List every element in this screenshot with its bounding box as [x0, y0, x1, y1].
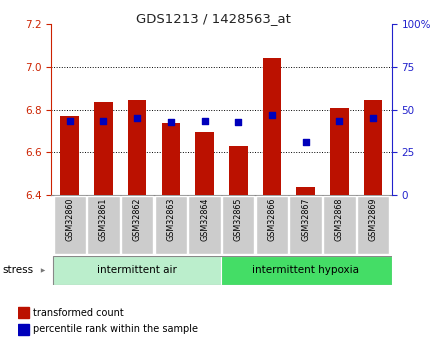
Bar: [296, 187, 315, 195]
Point: [201, 118, 208, 124]
Bar: [263, 58, 281, 195]
FancyBboxPatch shape: [222, 196, 255, 254]
Point: [336, 119, 343, 124]
Text: transformed count: transformed count: [33, 308, 124, 317]
FancyBboxPatch shape: [87, 196, 120, 254]
FancyBboxPatch shape: [155, 196, 187, 254]
Bar: [18, 324, 29, 335]
Bar: [229, 146, 247, 195]
Text: percentile rank within the sample: percentile rank within the sample: [33, 324, 198, 334]
Point: [134, 115, 141, 120]
Bar: [18, 307, 29, 318]
Bar: [61, 116, 79, 195]
Text: GDS1213 / 1428563_at: GDS1213 / 1428563_at: [136, 12, 291, 25]
FancyBboxPatch shape: [53, 196, 86, 254]
FancyBboxPatch shape: [121, 196, 153, 254]
Bar: [53, 256, 221, 285]
Bar: [128, 100, 146, 195]
Point: [66, 119, 73, 124]
Text: intermittent hypoxia: intermittent hypoxia: [252, 266, 359, 275]
Point: [369, 115, 376, 120]
Text: GSM32865: GSM32865: [234, 198, 243, 241]
Text: GSM32866: GSM32866: [267, 198, 276, 241]
Point: [167, 119, 174, 125]
Point: [235, 119, 242, 125]
Bar: [222, 256, 392, 285]
Bar: [162, 124, 180, 195]
Text: intermittent air: intermittent air: [97, 266, 177, 275]
Text: GSM32863: GSM32863: [166, 198, 175, 241]
Bar: [94, 102, 113, 195]
FancyBboxPatch shape: [256, 196, 288, 254]
FancyBboxPatch shape: [357, 196, 389, 254]
Text: GSM32862: GSM32862: [133, 198, 142, 241]
Point: [268, 112, 275, 118]
Text: GSM32861: GSM32861: [99, 198, 108, 241]
Bar: [330, 108, 348, 195]
Point: [302, 139, 309, 145]
Text: GSM32864: GSM32864: [200, 198, 209, 241]
Text: GSM32869: GSM32869: [368, 198, 377, 241]
FancyBboxPatch shape: [323, 196, 356, 254]
FancyBboxPatch shape: [289, 196, 322, 254]
Text: GSM32867: GSM32867: [301, 198, 310, 241]
FancyBboxPatch shape: [188, 196, 221, 254]
Point: [100, 119, 107, 124]
Bar: [195, 132, 214, 195]
Text: stress: stress: [2, 266, 33, 275]
Text: GSM32860: GSM32860: [65, 198, 74, 241]
Bar: [364, 100, 382, 195]
Text: GSM32868: GSM32868: [335, 198, 344, 241]
